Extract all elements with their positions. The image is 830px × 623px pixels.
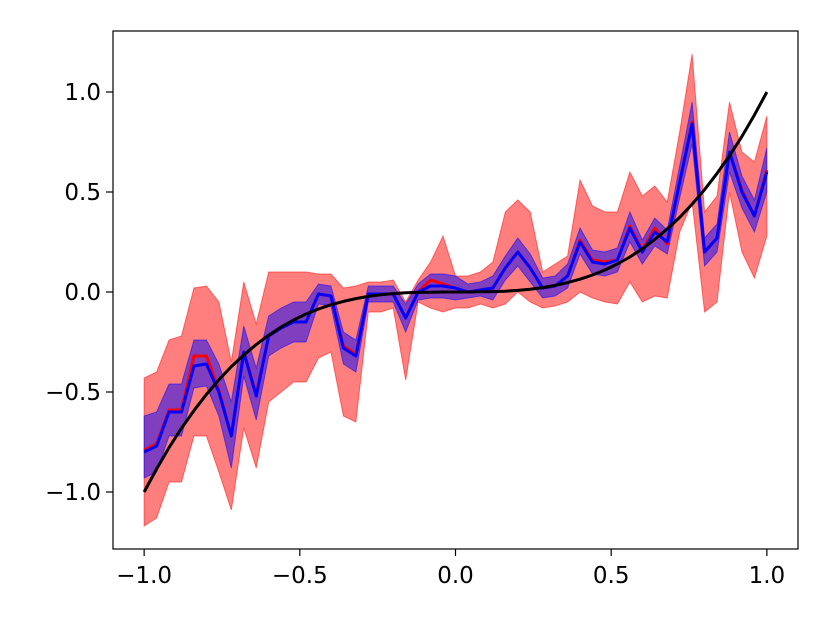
y-tick-label: 0.5 <box>64 180 101 206</box>
y-tick-label: 1.0 <box>64 80 101 106</box>
x-tick-label: −0.5 <box>272 563 328 589</box>
x-tick-label: −1.0 <box>116 563 172 589</box>
x-tick-label: 0.5 <box>593 563 630 589</box>
y-tick-label: −0.5 <box>45 380 101 406</box>
confidence-band <box>143 101 768 479</box>
x-tick-label: 1.0 <box>749 563 786 589</box>
line-series <box>142 91 769 493</box>
y-tick-label: 0.0 <box>64 280 101 306</box>
y-tick-label: −1.0 <box>45 480 101 506</box>
line-series <box>143 122 769 454</box>
x-tick-label: 0.0 <box>437 563 474 589</box>
